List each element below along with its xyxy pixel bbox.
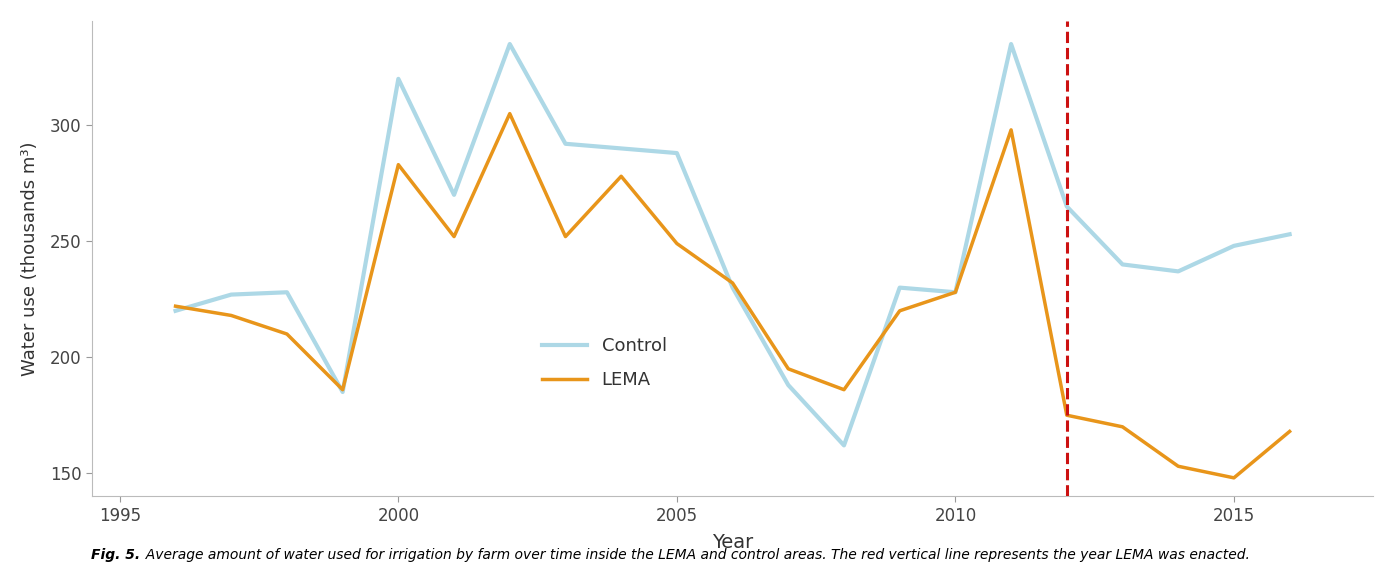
LEMA bbox=[390, 161, 407, 168]
Y-axis label: Water use (thousands m³): Water use (thousands m³) bbox=[21, 142, 39, 376]
Line: LEMA: LEMA bbox=[176, 113, 1289, 478]
Line: Control: Control bbox=[176, 44, 1289, 445]
LEMA bbox=[1170, 463, 1186, 470]
LEMA bbox=[891, 307, 907, 314]
LEMA bbox=[502, 110, 519, 117]
Control bbox=[446, 191, 463, 198]
Control bbox=[1225, 242, 1242, 249]
Control bbox=[669, 150, 686, 156]
Control bbox=[947, 289, 963, 296]
Control bbox=[613, 145, 630, 152]
Control bbox=[390, 76, 407, 83]
LEMA bbox=[669, 240, 686, 247]
Control bbox=[1281, 231, 1298, 238]
Text: Average amount of water used for irrigation by farm over time inside the LEMA an: Average amount of water used for irrigat… bbox=[137, 548, 1249, 562]
LEMA bbox=[835, 386, 852, 393]
LEMA bbox=[167, 303, 184, 309]
LEMA bbox=[1225, 474, 1242, 481]
LEMA bbox=[279, 331, 296, 337]
Control bbox=[279, 289, 296, 296]
LEMA bbox=[613, 173, 630, 180]
Control bbox=[223, 291, 240, 298]
Control bbox=[502, 41, 519, 48]
LEMA bbox=[1281, 428, 1298, 435]
Control bbox=[1002, 41, 1019, 48]
Control bbox=[779, 382, 796, 388]
LEMA bbox=[1002, 127, 1019, 134]
LEMA bbox=[558, 233, 574, 240]
LEMA bbox=[1114, 423, 1131, 430]
Control bbox=[1058, 203, 1075, 210]
LEMA bbox=[223, 312, 240, 319]
LEMA bbox=[335, 386, 351, 393]
Control bbox=[1170, 268, 1186, 275]
X-axis label: Year: Year bbox=[712, 533, 753, 552]
Control bbox=[891, 284, 907, 291]
Text: Fig. 5.: Fig. 5. bbox=[91, 548, 139, 562]
Control bbox=[335, 388, 351, 395]
Control bbox=[167, 307, 184, 314]
LEMA bbox=[1058, 412, 1075, 419]
LEMA bbox=[725, 280, 742, 286]
Control bbox=[835, 442, 852, 449]
Control bbox=[725, 284, 742, 291]
Legend: Control, LEMA: Control, LEMA bbox=[535, 330, 675, 397]
Control bbox=[1114, 261, 1131, 268]
LEMA bbox=[779, 366, 796, 372]
Control bbox=[558, 140, 574, 147]
LEMA bbox=[947, 289, 963, 296]
LEMA bbox=[446, 233, 463, 240]
